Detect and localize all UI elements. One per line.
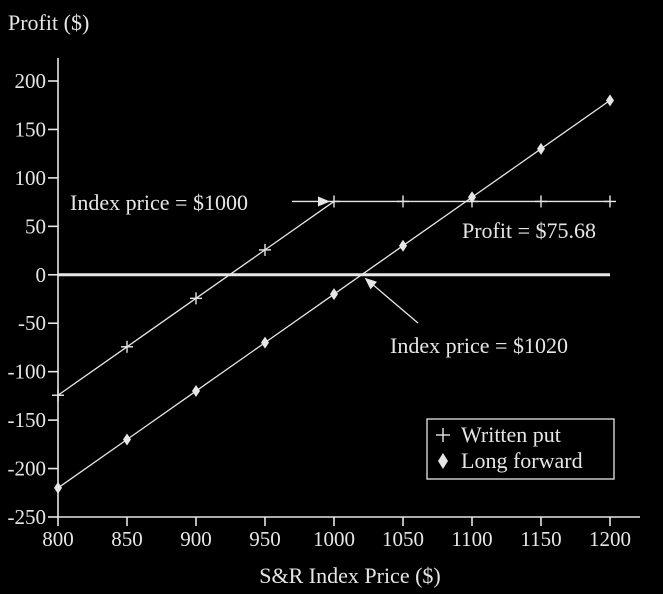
- y-tick-label: -200: [8, 457, 47, 481]
- point-long-forward: [399, 239, 407, 252]
- point-long-forward: [54, 481, 62, 494]
- legend-box: [426, 418, 615, 480]
- point-long-forward: [192, 385, 200, 398]
- y-tick-label: 200: [15, 69, 47, 93]
- y-tick-label: 100: [15, 166, 47, 190]
- legend-label: Written put: [461, 422, 561, 447]
- annotation-profit: Profit = $75.68: [462, 218, 596, 243]
- point-long-forward: [537, 142, 545, 155]
- x-tick-label: 900: [180, 527, 212, 551]
- y-tick-label: -100: [8, 360, 47, 384]
- annotation-index-1000: Index price = $1000: [70, 190, 248, 215]
- x-tick-label: 800: [42, 527, 74, 551]
- x-tick-label: 950: [249, 527, 281, 551]
- x-tick-label: 1200: [589, 527, 631, 551]
- series-markers: [52, 94, 616, 494]
- point-long-forward: [330, 288, 338, 301]
- annotation-index-1020: Index price = $1020: [390, 333, 568, 358]
- x-tick-label: 850: [111, 527, 143, 551]
- legend-diamond-icon: [438, 453, 448, 469]
- point-long-forward: [468, 191, 476, 204]
- y-tick-label: -250: [8, 505, 47, 529]
- y-tick-label: 150: [15, 117, 47, 141]
- annotation-arrowhead: [318, 196, 330, 207]
- x-tick-label: 1150: [520, 527, 561, 551]
- point-long-forward: [606, 94, 614, 107]
- point-long-forward: [123, 433, 131, 446]
- annotations: Index price = $1000 Profit = $75.68 Index …: [70, 190, 596, 358]
- y-tick-label: -50: [18, 311, 46, 335]
- y-axis-title: Profit ($): [8, 10, 89, 35]
- x-tick-label: 1050: [382, 527, 424, 551]
- y-tick-label: -150: [8, 408, 47, 432]
- y-tick-label: 50: [25, 214, 46, 238]
- x-axis-title: S&R Index Price ($): [259, 563, 440, 588]
- y-tick-label: 0: [36, 263, 47, 287]
- legend-label: Long forward: [461, 448, 583, 473]
- point-long-forward: [261, 336, 269, 349]
- annotation-arrowhead: [364, 277, 377, 290]
- x-tick-label: 1000: [313, 527, 355, 551]
- x-tick-label: 1100: [451, 527, 492, 551]
- annotation-arrow: [370, 282, 419, 324]
